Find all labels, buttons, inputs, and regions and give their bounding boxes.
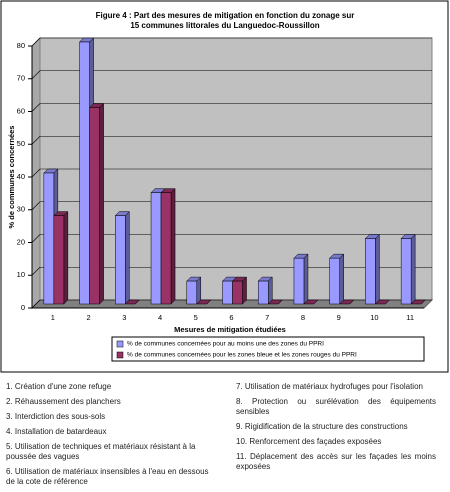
bar — [150, 192, 162, 305]
y-tick-label: 60 — [17, 106, 25, 115]
bar — [43, 172, 55, 305]
bar — [257, 280, 269, 305]
bar-side — [410, 233, 416, 305]
measure-item: 8. Protection ou surélévation des équipe… — [236, 397, 436, 416]
bar — [79, 41, 90, 305]
x-tick-label: 4 — [158, 313, 162, 322]
bar-side — [242, 276, 247, 305]
grid-line — [31, 299, 41, 309]
bar — [160, 192, 172, 305]
chart-title: 15 communes littorales du Languedoc-Rous… — [130, 21, 319, 30]
bar — [365, 238, 376, 305]
measure-list: 7. Utilisation de matériaux hydrofuges p… — [236, 382, 436, 477]
x-tick-label: 8 — [301, 313, 305, 322]
bar-side — [303, 253, 309, 305]
y-tick-label: 50 — [17, 139, 25, 148]
chart-title: Figure 4 : Part des mesures de mitigatio… — [96, 11, 355, 20]
bar — [293, 257, 305, 305]
measure-item: 2. Réhaussement des planchers — [6, 397, 121, 406]
measure-item: 4. Installation de batardeaux — [6, 427, 107, 436]
legend-label: % de communes concernées pour au moins u… — [127, 341, 324, 348]
grid-line — [31, 136, 41, 145]
bar — [89, 107, 100, 305]
measure-item: 11. Déplacement des accès sur les façade… — [236, 452, 436, 471]
measure-item: 3. Interdiction des sous-sols — [6, 412, 106, 421]
grid-line — [31, 70, 41, 79]
measure-item: 9. Rigidification de la structure des co… — [236, 422, 408, 431]
bar-top — [410, 299, 426, 305]
bar-top — [124, 299, 140, 305]
x-tick-label: 3 — [122, 313, 126, 322]
x-tick-label: 2 — [87, 313, 91, 322]
legend — [111, 336, 425, 362]
x-axis-label: Mesures de mitigation étudiées — [174, 325, 286, 334]
grid-line — [31, 103, 41, 112]
x-tick-label: 5 — [194, 313, 198, 322]
x-tick-label: 7 — [265, 313, 269, 322]
measure-item: 6. Utilisation de matériaux insensibles … — [6, 467, 209, 486]
y-tick-label: 10 — [17, 270, 25, 279]
legend-swatch — [116, 340, 124, 348]
grid-line — [31, 201, 41, 210]
bar — [329, 257, 340, 305]
bar-top — [339, 299, 355, 305]
x-tick-label: 9 — [337, 313, 341, 322]
bar-side — [196, 276, 202, 305]
grid-line — [31, 37, 41, 47]
y-tick-label: 40 — [17, 172, 25, 181]
x-tick-label: 1 — [51, 313, 55, 322]
bar-top — [267, 299, 283, 305]
bar — [53, 215, 65, 305]
bar-top — [196, 299, 212, 305]
bar-side — [375, 233, 380, 305]
measure-item: 5. Utilisation de techniques et matériau… — [6, 442, 196, 461]
x-tick-label: 6 — [229, 313, 233, 322]
bar-side — [170, 188, 176, 305]
bar-top — [374, 299, 391, 305]
measure-item: 7. Utilisation de matériaux hydrofuges p… — [236, 382, 423, 391]
y-tick-label: 0 — [21, 303, 25, 312]
bar — [232, 280, 243, 305]
chart: Figure 4 : Part des mesures de mitigatio… — [0, 0, 449, 373]
y-tick-label: 80 — [17, 41, 25, 50]
bar — [115, 215, 126, 305]
measure-list: 1. Création d'une zone refuge 2. Réhausse… — [6, 382, 212, 492]
measure-item: 1. Création d'une zone refuge — [6, 382, 112, 391]
bar-side — [63, 210, 69, 305]
x-tick-label: 11 — [406, 313, 414, 322]
bar-side — [125, 210, 130, 305]
y-tick-label: 20 — [17, 237, 25, 246]
bar-top — [303, 299, 319, 305]
bar — [400, 238, 412, 305]
bar-side — [339, 253, 344, 305]
y-tick-label: 30 — [17, 205, 25, 214]
legend-swatch — [116, 351, 124, 359]
bar-side — [267, 276, 273, 305]
measure-item: 10. Renforcement des façades exposées — [236, 437, 382, 446]
grid-line — [31, 234, 41, 243]
y-axis-label: % de communes concernées — [7, 126, 16, 229]
bar — [222, 280, 233, 305]
grid-line — [31, 168, 41, 178]
x-tick-label: 10 — [370, 313, 378, 322]
legend-label: % de communes concernées pour les zones … — [127, 352, 357, 359]
bar — [186, 280, 198, 305]
bar-side — [99, 102, 104, 305]
grid-line — [31, 267, 41, 276]
y-tick-label: 70 — [17, 74, 25, 83]
